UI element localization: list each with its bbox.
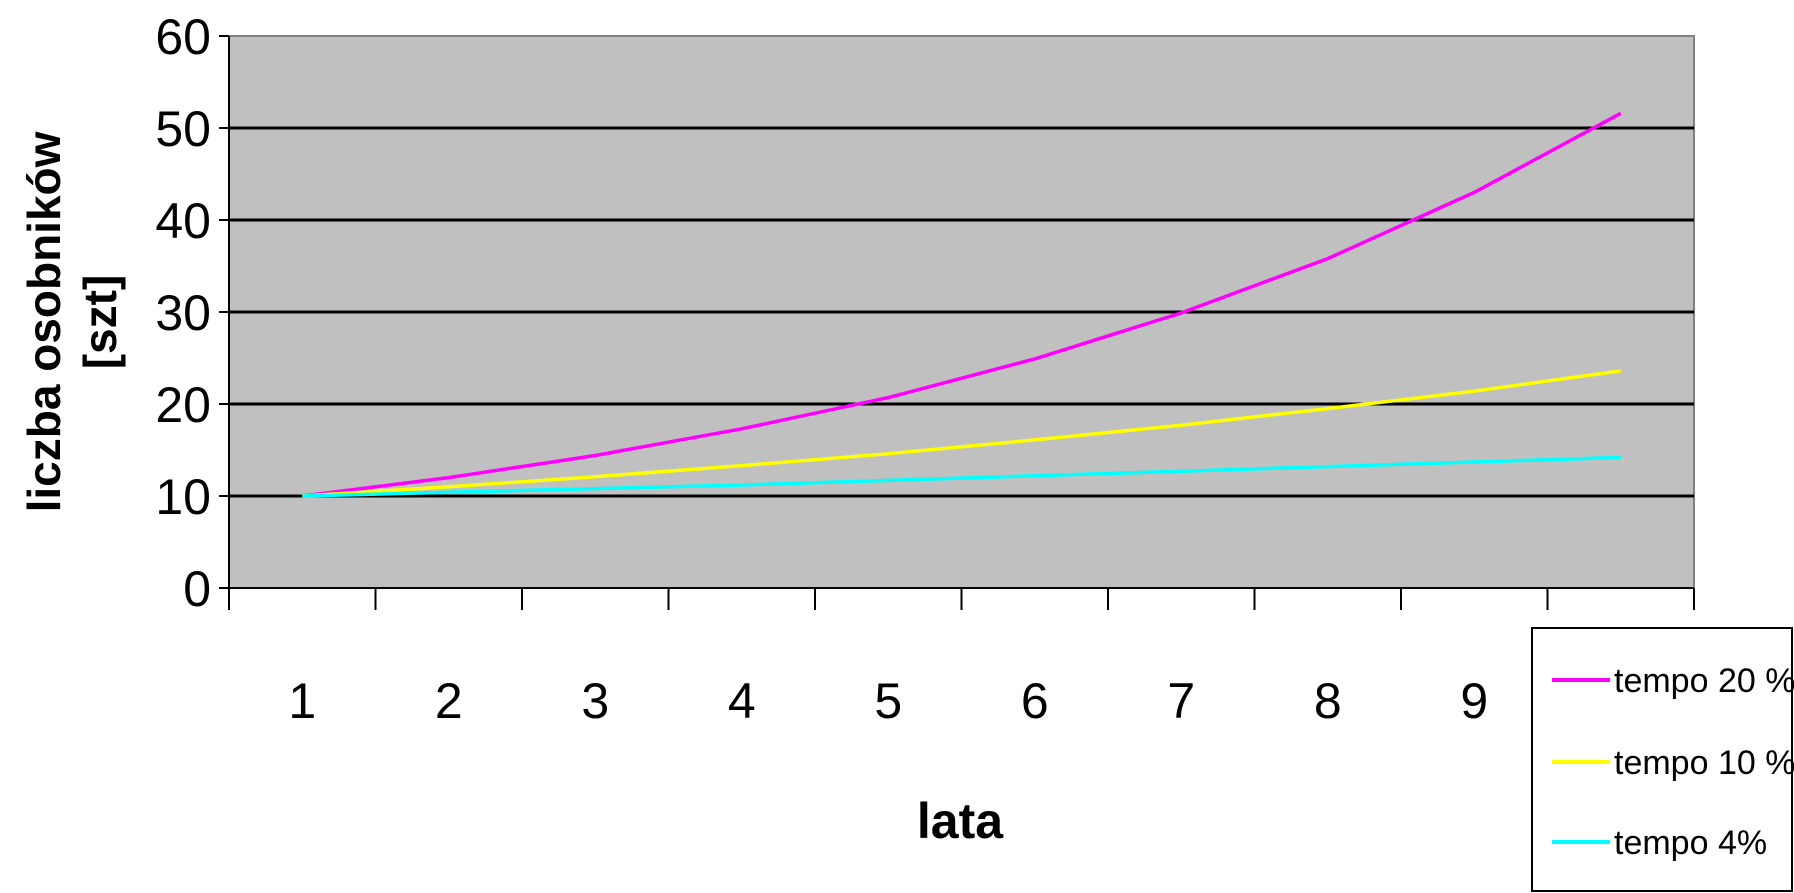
x-tick-label: 8	[1314, 673, 1342, 729]
legend-items: tempo 20 % tempo 10 % tempo 4%	[1552, 662, 1794, 862]
legend-label-3: tempo 4%	[1614, 824, 1767, 862]
x-tick-label: 5	[874, 673, 902, 729]
x-tick-label: 2	[435, 673, 463, 729]
x-tick-label: 6	[1021, 673, 1049, 729]
x-tick-label: 4	[728, 673, 756, 729]
series-line-1	[302, 111, 1622, 498]
y-axis-ticks: 0 10 20 30 40 50 60	[155, 9, 229, 617]
y-tick-label: 50	[155, 101, 211, 157]
y-tick-label: 30	[155, 285, 211, 341]
y-axis-title: liczba osobników [szt]	[18, 131, 126, 512]
x-tick-label: 1	[288, 673, 316, 729]
series-lines	[302, 111, 1622, 498]
y-tick-label: 40	[155, 193, 211, 249]
series-line-3	[302, 455, 1621, 498]
y-tick-label: 10	[155, 469, 211, 525]
legend-label-2: tempo 10 %	[1614, 744, 1794, 782]
y-tick-label: 20	[155, 377, 211, 433]
x-tick-label: 9	[1460, 673, 1488, 729]
x-axis-title: lata	[917, 793, 1004, 849]
legend: tempo 20 % tempo 10 % tempo 4%	[1531, 627, 1794, 892]
x-tick-label: 7	[1167, 673, 1195, 729]
y-tick-label: 60	[155, 9, 211, 65]
y-tick-label: 0	[183, 561, 211, 617]
y-axis-title-line2: [szt]	[74, 275, 126, 370]
legend-label-1: tempo 20 %	[1614, 662, 1794, 700]
series-line-2	[302, 369, 1622, 498]
legend-box	[1531, 627, 1793, 892]
gridlines	[229, 126, 1694, 498]
x-axis-ticks: 1 2 3 4 5 6 7 8 9	[228, 588, 1695, 729]
y-axis-title-line1: liczba osobników	[18, 131, 70, 512]
x-tick-label: 3	[581, 673, 609, 729]
